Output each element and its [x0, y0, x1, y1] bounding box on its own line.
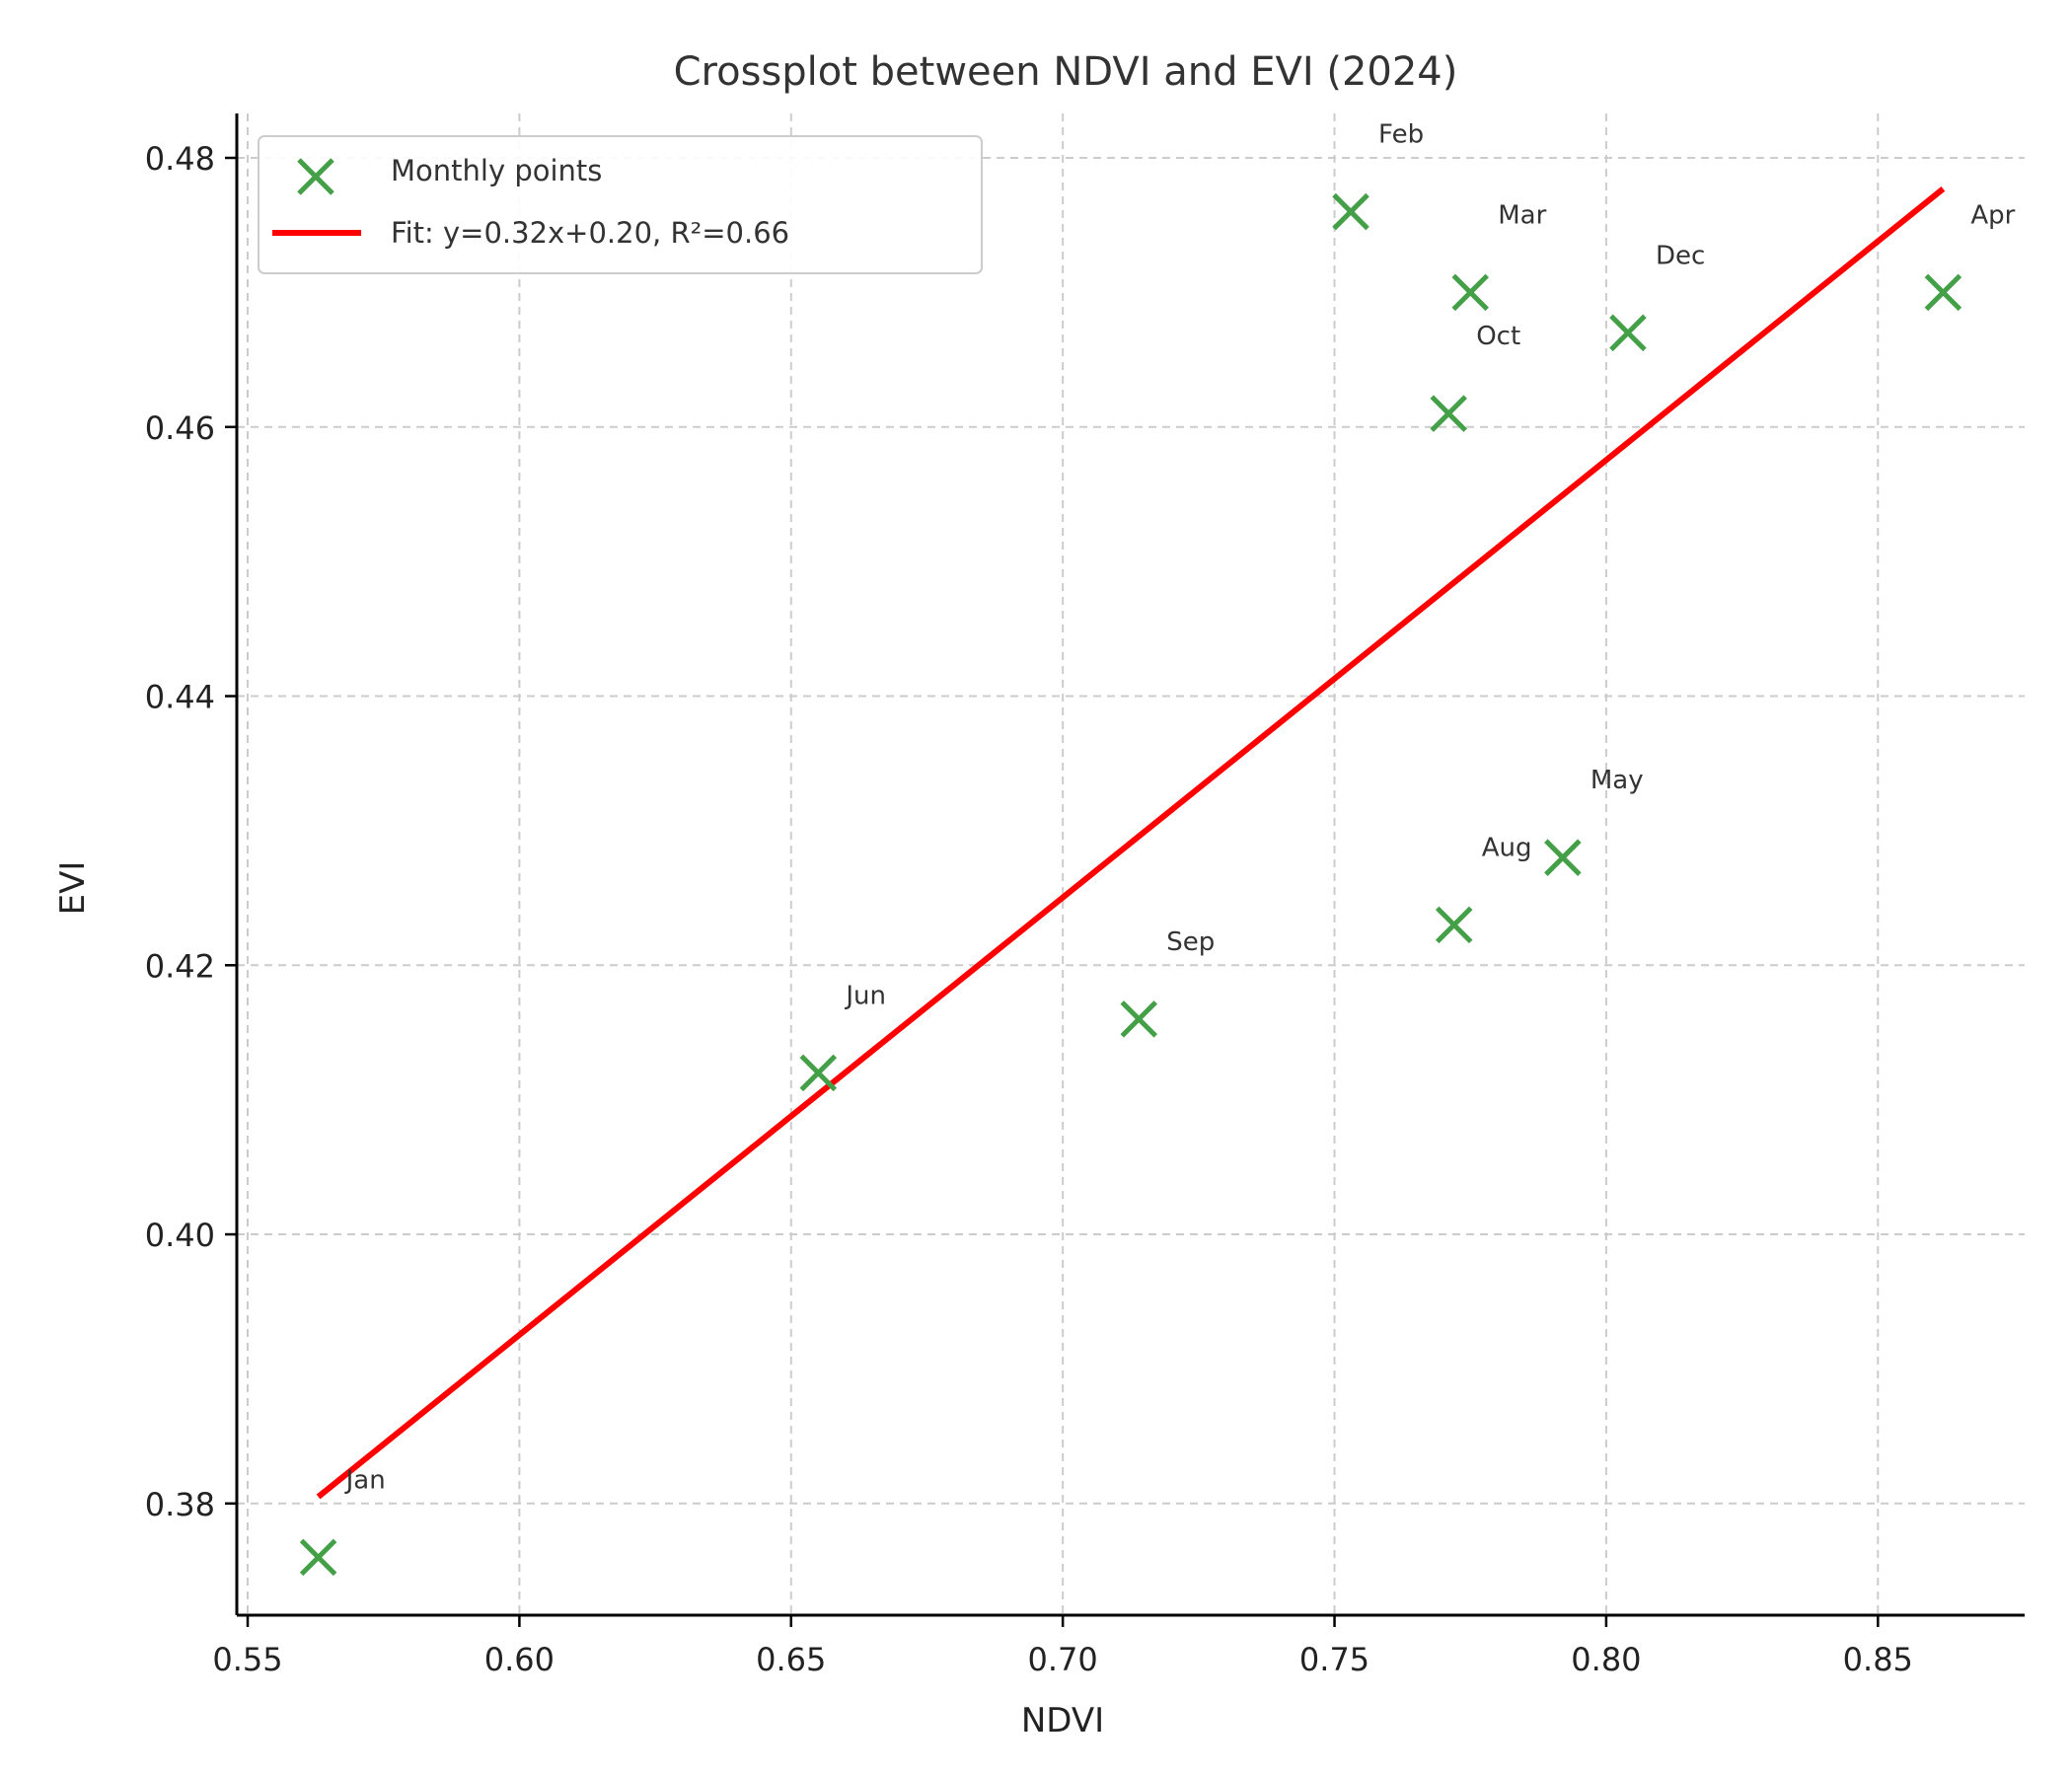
x-tick-label: 0.80	[1571, 1641, 1641, 1678]
legend: Monthly points Fit: y=0.32x+0.20, R²=0.6…	[258, 135, 983, 274]
point-label-sep: Sep	[1166, 927, 1215, 957]
data-point-stroke	[1924, 273, 1962, 312]
chart-title: Crossplot between NDVI and EVI (2024)	[674, 49, 1458, 95]
x-tick-label: 0.85	[1843, 1641, 1913, 1678]
y-tick-label: 0.46	[145, 409, 215, 447]
y-tick-label: 0.38	[145, 1486, 215, 1523]
y-tick-label: 0.44	[145, 679, 215, 716]
data-point-dec	[1609, 314, 1647, 352]
data-point-feb	[1332, 192, 1369, 231]
x-tick-label: 0.65	[756, 1641, 826, 1678]
data-point-stroke	[1435, 906, 1473, 944]
y-axis-ticks: 0.38 0.40 0.42 0.44 0.46 0.48	[145, 140, 237, 1523]
x-tick-label: 0.70	[1028, 1641, 1098, 1678]
data-point-stroke	[299, 1538, 337, 1577]
y-tick-label: 0.48	[145, 140, 215, 178]
data-point-mar	[1451, 273, 1489, 312]
data-point-stroke	[1120, 1000, 1158, 1038]
point-label-jun: Jun	[844, 981, 886, 1010]
data-point-jan	[299, 1538, 337, 1577]
data-point-may	[1544, 839, 1582, 876]
point-label-apr: Apr	[1970, 200, 2015, 230]
data-point-stroke	[1332, 192, 1369, 231]
y-tick-label: 0.40	[145, 1217, 215, 1254]
grid-lines	[237, 113, 2025, 1615]
point-label-dec: Dec	[1656, 241, 1705, 270]
data-point-stroke	[1430, 395, 1467, 432]
data-point-sep	[1120, 1000, 1158, 1038]
legend-label-monthly-points: Monthly points	[391, 154, 602, 187]
x-tick-label: 0.55	[212, 1641, 282, 1678]
legend-marker-monthly-points	[297, 158, 334, 195]
point-label-feb: Feb	[1378, 120, 1424, 150]
data-point-oct	[1430, 395, 1467, 432]
fit-line	[316, 186, 1946, 1500]
x-axis-label: NDVI	[1021, 1701, 1104, 1740]
data-point-stroke	[799, 1054, 838, 1092]
point-label-oct: Oct	[1476, 322, 1520, 351]
legend-label-fit-line: Fit: y=0.32x+0.20, R²=0.66	[391, 216, 789, 250]
x-tick-label: 0.60	[484, 1641, 555, 1678]
point-label-mar: Mar	[1498, 200, 1546, 230]
monthly-points-series	[299, 192, 1962, 1577]
point-label-may: May	[1591, 766, 1644, 795]
point-label-aug: Aug	[1482, 833, 1532, 862]
x-tick-label: 0.75	[1299, 1641, 1369, 1678]
data-point-aug	[1435, 906, 1473, 944]
fit-line-series	[316, 186, 1946, 1500]
point-labels: Jan Feb Mar Apr May Jun Aug Sep Oct Dec	[344, 120, 2016, 1496]
y-tick-label: 0.42	[145, 947, 215, 985]
data-point-stroke	[1451, 273, 1489, 312]
data-point-jun	[799, 1054, 838, 1092]
data-point-apr	[1924, 273, 1962, 312]
x-axis-ticks: 0.55 0.60 0.65 0.70 0.75 0.80 0.85	[212, 1615, 1913, 1678]
legend-box	[258, 135, 983, 274]
data-point-stroke	[1544, 839, 1582, 876]
y-axis-label: EVI	[53, 861, 93, 916]
axes	[235, 113, 2025, 1617]
point-label-jan: Jan	[344, 1465, 386, 1495]
data-point-stroke	[1609, 314, 1647, 352]
